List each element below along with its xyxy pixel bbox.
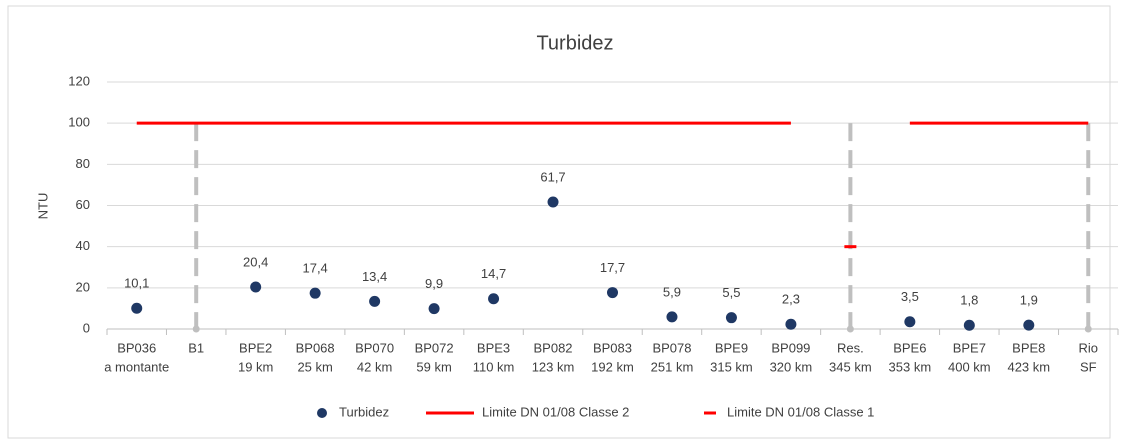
data-label: 5,5 (722, 285, 740, 300)
point (309, 287, 321, 299)
legend-label: Limite DN 01/08 Classe 2 (482, 404, 629, 419)
point (369, 295, 381, 307)
point (666, 311, 678, 323)
y-tick-label: 0 (83, 320, 90, 335)
x-tick-label: BPE3 (477, 340, 510, 355)
point (904, 316, 916, 328)
x-tick-label: BP070 (355, 340, 394, 355)
x-tick-label: a montante (104, 359, 169, 374)
x-tick-label: 345 km (829, 359, 872, 374)
point (428, 303, 440, 315)
x-tick-label: BP099 (771, 340, 810, 355)
y-axis-label: NTU (35, 193, 50, 220)
x-tick-label: 423 km (1007, 359, 1050, 374)
y-tick-label: 40 (76, 238, 90, 253)
x-tick-label: BP083 (593, 340, 632, 355)
x-tick-label: BPE6 (893, 340, 926, 355)
chart-border (7, 5, 1111, 439)
data-label: 5,9 (663, 284, 681, 299)
data-label: 20,4 (243, 254, 268, 269)
data-label: 9,9 (425, 276, 443, 291)
data-label: 2,3 (782, 292, 800, 307)
x-tick-label: BP068 (296, 340, 335, 355)
x-tick-label: BPE7 (953, 340, 986, 355)
divider-foot (1084, 325, 1092, 333)
y-tick-label: 60 (76, 197, 90, 212)
point (250, 281, 262, 293)
point (547, 196, 559, 208)
point (1023, 319, 1035, 331)
x-tick-label: 400 km (948, 359, 991, 374)
x-tick-label: Res. (837, 340, 864, 355)
point (607, 287, 618, 299)
x-tick-label: BP072 (415, 340, 454, 355)
data-label: 10,1 (124, 276, 149, 291)
data-label: 13,4 (362, 269, 387, 284)
data-label: 17,4 (302, 261, 327, 276)
y-tick-label: 20 (76, 279, 90, 294)
x-tick-label: BP036 (117, 340, 156, 355)
x-tick-label: 251 km (651, 359, 694, 374)
y-tick-label: 120 (68, 73, 90, 88)
x-tick-label: BPE9 (715, 340, 748, 355)
x-tick-label: 42 km (357, 359, 392, 374)
x-tick-label: 19 km (238, 359, 273, 374)
point (488, 293, 500, 305)
x-tick-label: 25 km (297, 359, 332, 374)
chart-title: Turbidez (536, 32, 613, 54)
x-tick-label: 353 km (889, 359, 932, 374)
data-label: 14,7 (481, 266, 506, 281)
x-tick-label: 110 km (473, 359, 515, 374)
y-tick-label: 80 (76, 156, 90, 171)
x-tick-label: BP078 (652, 340, 691, 355)
point (963, 319, 975, 331)
x-tick-label: B1 (188, 340, 204, 355)
x-tick-label: BPE2 (239, 340, 272, 355)
legend-label: Turbidez (339, 404, 389, 419)
legend-label: Limite DN 01/08 Classe 1 (727, 404, 874, 419)
data-label: 61,7 (540, 169, 565, 184)
x-tick-label: 123 km (532, 359, 575, 374)
x-tick-label: 320 km (770, 359, 813, 374)
data-label: 1,9 (1020, 293, 1038, 308)
data-label: 3,5 (901, 289, 919, 304)
legend-marker (317, 408, 327, 418)
divider-foot (846, 325, 854, 333)
point (785, 318, 797, 330)
divider-foot (192, 325, 200, 333)
x-tick-label: BPE8 (1012, 340, 1045, 355)
data-label: 1,8 (960, 293, 978, 308)
point (725, 312, 737, 324)
x-tick-label: 59 km (416, 359, 451, 374)
y-tick-label: 100 (68, 115, 90, 130)
x-tick-label: SF (1080, 359, 1097, 374)
x-tick-label: Rio (1079, 340, 1099, 355)
x-tick-label: BP082 (534, 340, 573, 355)
point (131, 302, 143, 314)
x-tick-label: 192 km (591, 359, 634, 374)
x-tick-label: 315 km (710, 359, 753, 374)
data-label: 17,7 (600, 260, 625, 275)
